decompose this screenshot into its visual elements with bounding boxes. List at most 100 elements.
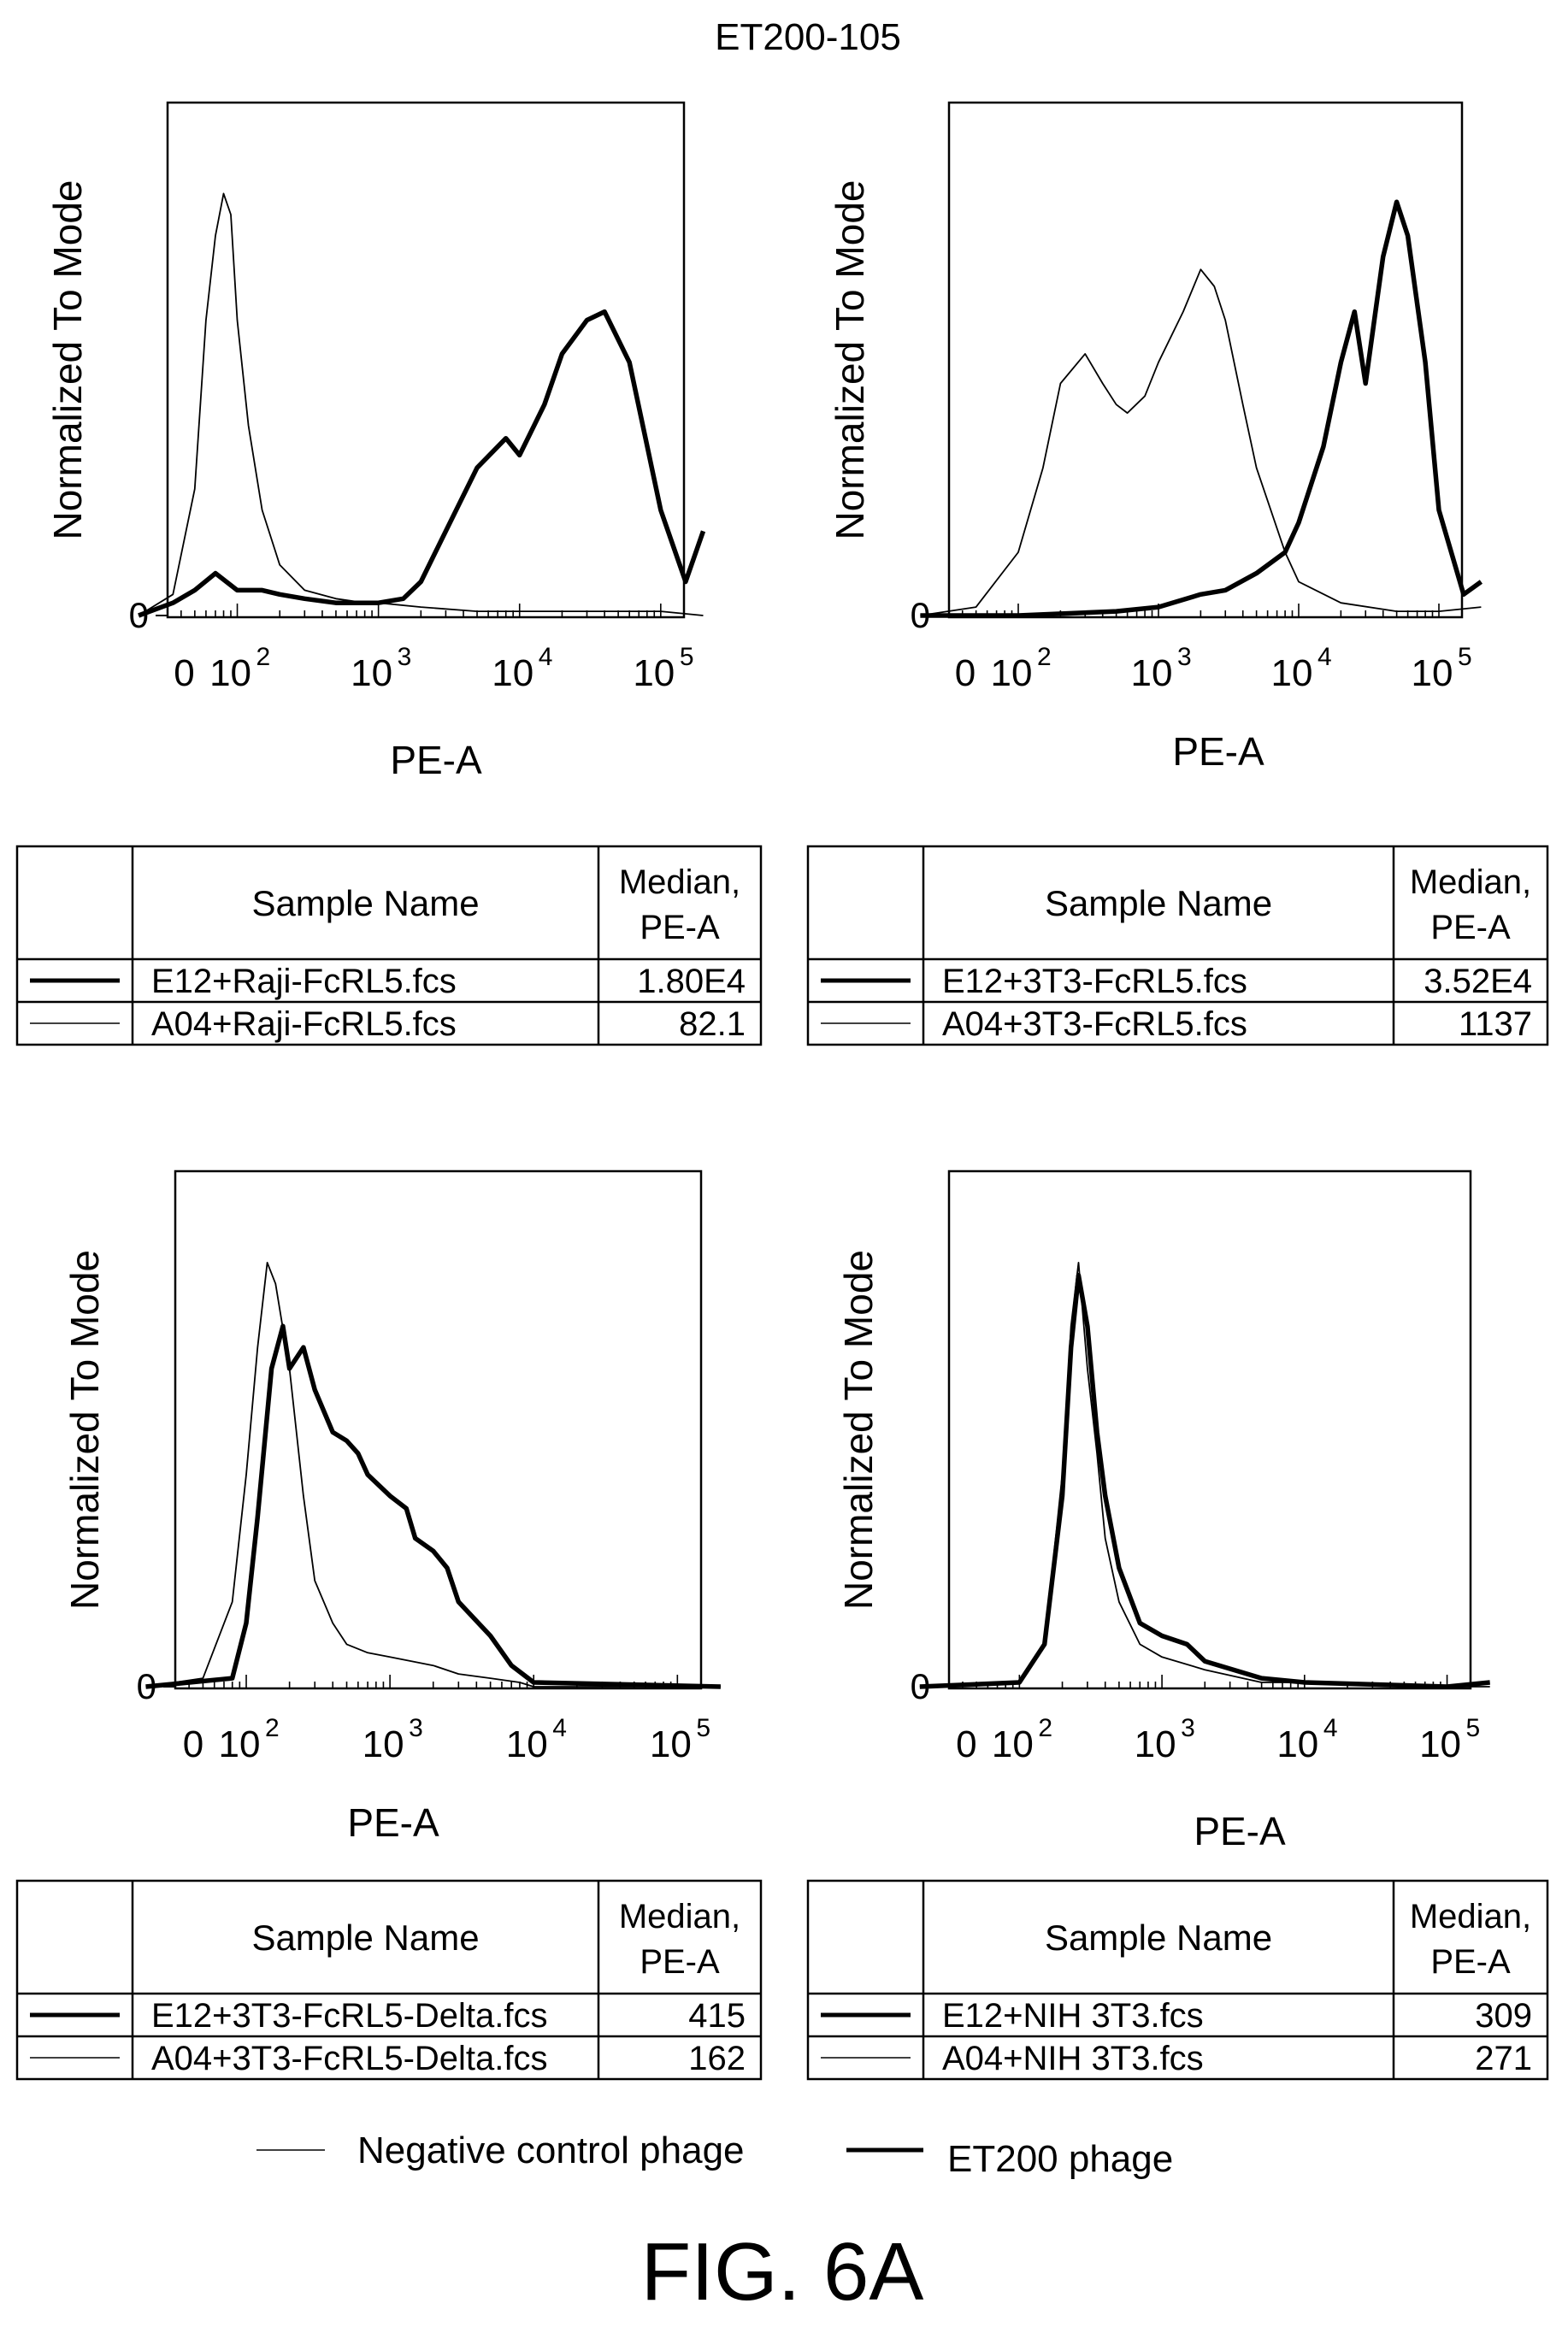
- plot-frame: [947, 1169, 1472, 1690]
- table-median-value: 3.52E4: [1424, 963, 1532, 1000]
- x-tick-exponent: 4: [1323, 1714, 1338, 1742]
- series-line-thin: [920, 268, 1482, 616]
- x-tick-label: 10: [1412, 652, 1453, 694]
- series-line-thin: [138, 192, 704, 616]
- x-axis-label: PE-A: [1172, 729, 1264, 774]
- table-header-median: Median,: [1410, 863, 1531, 901]
- x-tick-label: 10: [1135, 1723, 1176, 1765]
- x-tick-exponent: 3: [1181, 1714, 1195, 1742]
- x-axis-label: PE-A: [347, 1800, 439, 1845]
- table-header-median: Median,: [619, 863, 740, 901]
- x-tick-label: 10: [633, 652, 675, 694]
- figure-title: ET200-105: [715, 16, 901, 58]
- table-border: [806, 845, 1549, 1046]
- x-tick-label: 10: [1419, 1723, 1461, 1765]
- x-tick-exponent: 5: [696, 1714, 710, 1742]
- x-tick-exponent: 2: [1038, 1714, 1052, 1742]
- x-tick-exponent: 5: [680, 643, 694, 671]
- table-header-median-unit: PE-A: [640, 909, 720, 946]
- figure-legend: Negative control phage ET200 phage: [256, 2130, 1173, 2180]
- table-median-value: 309: [1475, 1997, 1532, 2035]
- table-sample-name: A04+Raji-FcRL5.fcs: [151, 1005, 457, 1043]
- x-tick-exponent: 3: [1177, 643, 1192, 671]
- legend-thick-label: ET200 phage: [947, 2138, 1173, 2180]
- table-median-value: 271: [1475, 2040, 1532, 2077]
- table-header-median: Median,: [1410, 1898, 1531, 1935]
- x-tick-label-zero: 0: [183, 1723, 203, 1765]
- table-border: [15, 845, 763, 1046]
- table-header-sample: Sample Name: [1045, 883, 1272, 923]
- table-header-median-unit: PE-A: [640, 1943, 720, 1981]
- series-line-thin: [919, 1262, 1490, 1688]
- x-tick-exponent: 4: [552, 1714, 567, 1742]
- plot-frame: [166, 101, 686, 619]
- x-tick-exponent: 2: [1037, 643, 1052, 671]
- x-tick-label: 10: [650, 1723, 692, 1765]
- x-tick-exponent: 2: [265, 1714, 280, 1742]
- legend-thin-label: Negative control phage: [357, 2130, 745, 2171]
- table-sample-name: A04+3T3-FcRL5-Delta.fcs: [151, 2040, 548, 2077]
- x-tick-label: 10: [363, 1723, 404, 1765]
- x-tick-exponent: 3: [409, 1714, 423, 1742]
- y-axis-label: Normalized To Mode: [45, 180, 90, 539]
- x-tick-label: 10: [506, 1723, 548, 1765]
- y-axis-label: Normalized To Mode: [836, 1250, 881, 1610]
- x-axis-label: PE-A: [390, 738, 482, 782]
- x-tick-label: 10: [209, 652, 251, 694]
- x-tick-exponent: 2: [256, 643, 271, 671]
- y-axis-label: Normalized To Mode: [62, 1250, 107, 1610]
- table-header-sample: Sample Name: [251, 1918, 479, 1958]
- x-tick-exponent: 3: [398, 643, 412, 671]
- x-tick-label-zero: 0: [174, 652, 194, 694]
- table-sample-name: E12+NIH 3T3.fcs: [942, 1997, 1204, 2035]
- x-tick-exponent: 5: [1466, 1714, 1481, 1742]
- series-line-thick: [138, 309, 706, 618]
- x-tick-label: 10: [992, 1723, 1034, 1765]
- x-tick-label: 10: [991, 652, 1033, 694]
- x-tick-label: 10: [1276, 1723, 1318, 1765]
- x-tick-label: 10: [492, 652, 533, 694]
- x-tick-exponent: 4: [1317, 643, 1332, 671]
- stats-table: Sample Name Median, PE-A E12+NIH 3T3.fcs 309…: [806, 1879, 1549, 2081]
- table-sample-name: A04+3T3-FcRL5.fcs: [942, 1005, 1247, 1043]
- table-median-value: 1.80E4: [637, 963, 746, 1000]
- table-header-median: Median,: [619, 1898, 740, 1935]
- table-header-median-unit: PE-A: [1430, 909, 1511, 946]
- x-tick-label-zero: 0: [956, 1723, 976, 1765]
- table-header-median-unit: PE-A: [1430, 1943, 1511, 1981]
- table-sample-name: A04+NIH 3T3.fcs: [942, 2040, 1204, 2077]
- table-sample-name: E12+3T3-FcRL5-Delta.fcs: [151, 1997, 548, 2035]
- x-axis-label: PE-A: [1194, 1809, 1286, 1853]
- x-tick-label: 10: [351, 652, 392, 694]
- x-tick-exponent: 5: [1458, 643, 1472, 671]
- plot-frame: [174, 1169, 703, 1690]
- figure-caption: FIG. 6A: [641, 2226, 924, 2318]
- table-border: [15, 1879, 763, 2081]
- table-sample-name: E12+3T3-FcRL5.fcs: [942, 963, 1247, 1000]
- series-line-thick: [145, 1323, 721, 1689]
- table-median-value: 415: [688, 1997, 746, 2035]
- series-line-thick: [920, 199, 1483, 618]
- stats-table: Sample Name Median, PE-A E12+3T3-FcRL5-Delt…: [15, 1879, 763, 2081]
- x-tick-label: 10: [1131, 652, 1173, 694]
- table-header-sample: Sample Name: [251, 883, 479, 923]
- stats-table: Sample Name Median, PE-A E12+Raji-FcRL5.fcs…: [15, 845, 763, 1046]
- x-tick-exponent: 4: [539, 643, 553, 671]
- series-line-thin: [145, 1262, 721, 1688]
- table-border: [806, 1879, 1549, 2081]
- plot-frame: [947, 101, 1464, 619]
- table-sample-name: E12+Raji-FcRL5.fcs: [151, 963, 457, 1000]
- x-tick-label: 10: [1271, 652, 1313, 694]
- table-median-value: 1137: [1459, 1005, 1532, 1043]
- table-median-value: 162: [688, 2040, 746, 2077]
- x-tick-label-zero: 0: [955, 652, 976, 694]
- y-axis-label: Normalized To Mode: [828, 180, 872, 539]
- stats-table: Sample Name Median, PE-A E12+3T3-FcRL5.fcs 3…: [806, 845, 1549, 1046]
- table-header-sample: Sample Name: [1045, 1918, 1272, 1958]
